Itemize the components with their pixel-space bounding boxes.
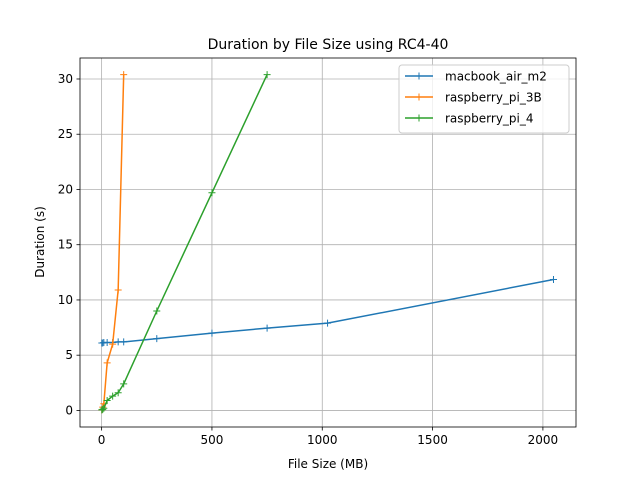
y-tick-label: 25 bbox=[58, 127, 73, 141]
x-tick-label: 1500 bbox=[417, 433, 448, 447]
y-tick-label: 20 bbox=[58, 182, 73, 196]
legend-label: raspberry_pi_4 bbox=[445, 112, 534, 126]
x-tick-label: 1000 bbox=[307, 433, 338, 447]
data-point-marker bbox=[103, 359, 111, 367]
legend-marker-swatch bbox=[415, 114, 423, 122]
y-tick-label: 15 bbox=[58, 238, 73, 252]
x-tick-label: 2000 bbox=[528, 433, 559, 447]
data-point-marker bbox=[120, 380, 128, 388]
legend-entry-macbook_air_m2: macbook_air_m2 bbox=[405, 70, 547, 84]
data-point-marker bbox=[208, 189, 216, 197]
legend-marker-swatch bbox=[415, 72, 423, 80]
y-tick-label: 0 bbox=[65, 403, 73, 417]
axis-ticks: 0 500 1000 1500 2000 0 5 10 15 20 25 30 bbox=[58, 72, 558, 447]
y-tick-label: 10 bbox=[58, 293, 73, 307]
series-lines bbox=[98, 71, 557, 414]
series-raspberry_pi_4 bbox=[98, 71, 271, 414]
data-point-marker bbox=[114, 389, 122, 397]
data-point-marker bbox=[99, 405, 107, 413]
data-point-marker bbox=[109, 340, 117, 348]
data-point-marker bbox=[263, 324, 271, 332]
y-tick-label: 30 bbox=[58, 72, 73, 86]
data-point-marker bbox=[103, 396, 111, 404]
data-point-marker bbox=[153, 335, 161, 343]
legend-entry-raspberry_pi_4: raspberry_pi_4 bbox=[405, 112, 534, 126]
x-tick-label: 0 bbox=[98, 433, 106, 447]
series-line-raspberry_pi_4 bbox=[101, 74, 268, 411]
data-point-marker bbox=[120, 71, 128, 79]
data-point-marker bbox=[153, 307, 161, 315]
data-point-marker bbox=[208, 329, 216, 337]
x-axis-label: File Size (MB) bbox=[288, 457, 368, 471]
legend-label: raspberry_pi_3B bbox=[445, 91, 542, 105]
chart-title: Duration by File Size using RC4-40 bbox=[208, 37, 449, 53]
x-tick-label: 500 bbox=[200, 433, 223, 447]
data-point-marker bbox=[100, 404, 108, 412]
data-point-marker bbox=[99, 339, 107, 347]
data-point-marker bbox=[114, 286, 122, 294]
y-axis-label: Duration (s) bbox=[33, 206, 47, 278]
data-point-marker bbox=[120, 338, 128, 346]
data-point-marker bbox=[263, 71, 271, 79]
data-point-marker bbox=[109, 392, 117, 400]
legend-marker-swatch bbox=[415, 93, 423, 101]
data-point-marker bbox=[324, 319, 332, 327]
plot-area-frame bbox=[79, 57, 577, 428]
legend-entry-raspberry_pi_3B: raspberry_pi_3B bbox=[405, 91, 542, 105]
data-point-marker bbox=[549, 276, 557, 284]
legend-frame bbox=[398, 64, 570, 134]
y-tick-label: 5 bbox=[65, 348, 73, 362]
legend: macbook_air_m2 raspberry_pi_3B raspberry_p… bbox=[398, 64, 570, 134]
legend-label: macbook_air_m2 bbox=[445, 70, 547, 84]
